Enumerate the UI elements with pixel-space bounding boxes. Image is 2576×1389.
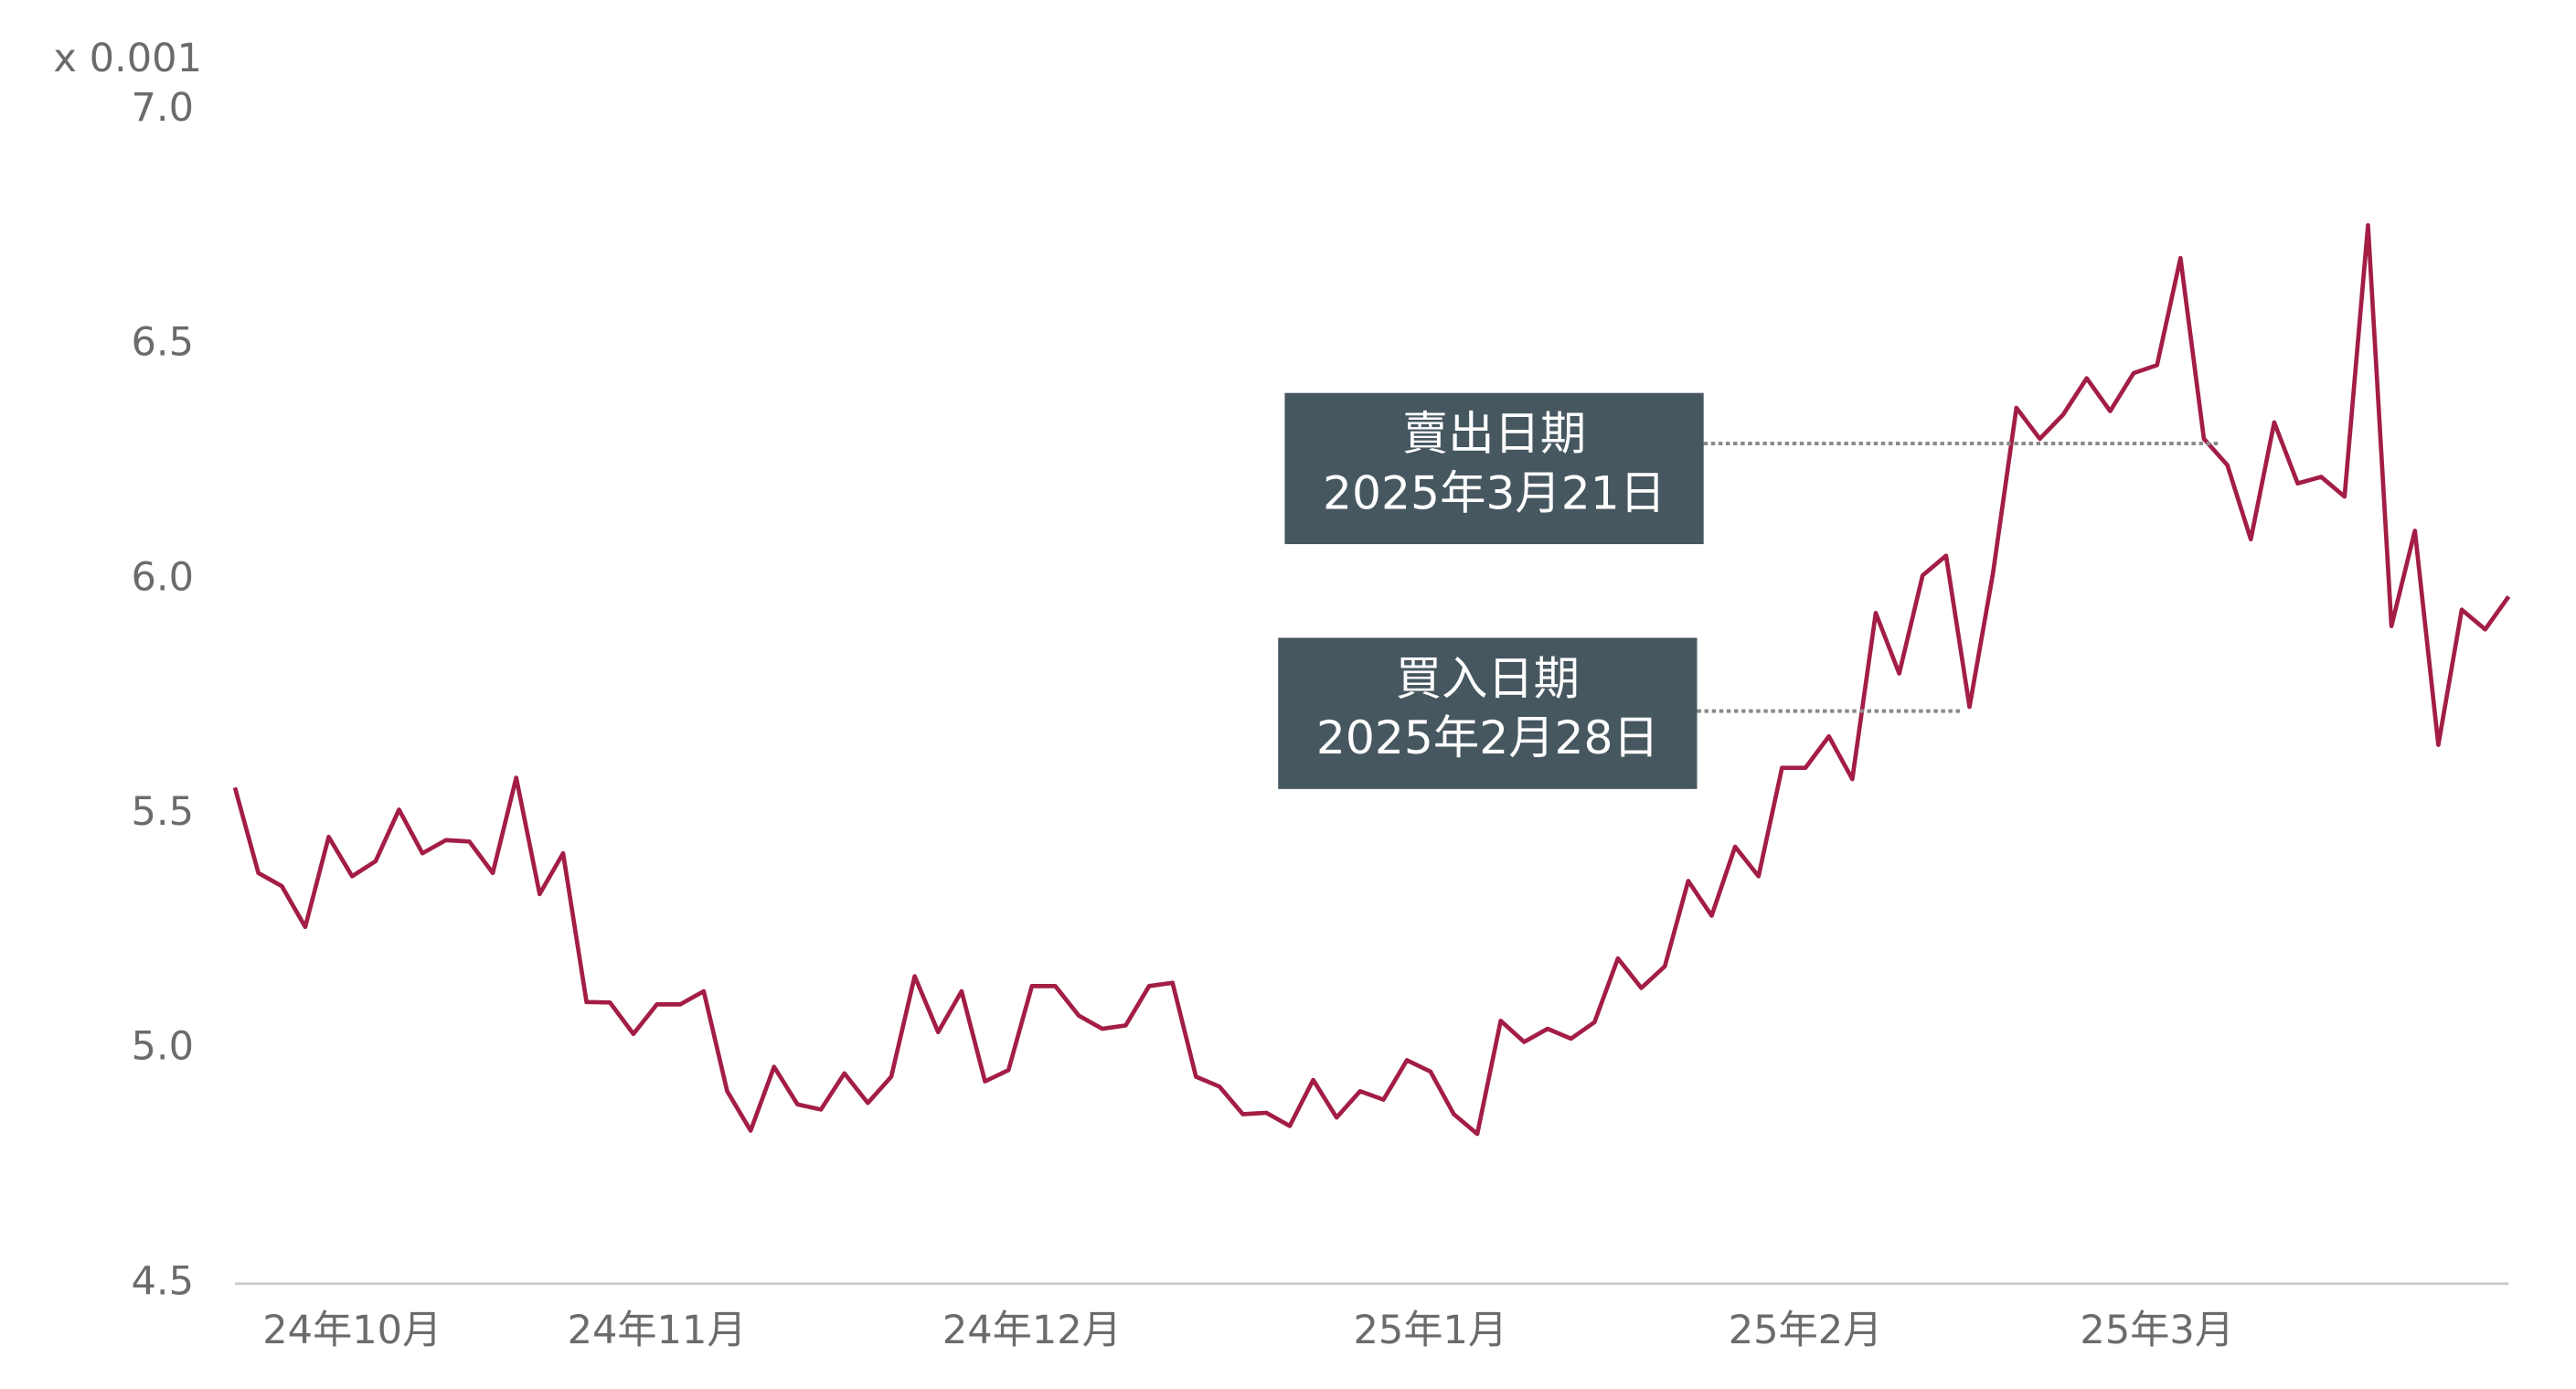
x-tick-label: 24年10月 <box>262 1308 442 1353</box>
annotation-box <box>1278 637 1698 789</box>
annotation-text: 賣出日期 <box>1402 407 1586 461</box>
annotation-text: 2025年3月21日 <box>1323 465 1666 519</box>
x-tick-label: 25年3月 <box>2080 1308 2234 1353</box>
y-tick-label: 6.0 <box>131 554 194 600</box>
x-tick-label: 25年1月 <box>1353 1308 1507 1353</box>
y-tick-label: 6.5 <box>131 320 194 366</box>
annotation-text: 2025年2月28日 <box>1316 711 1659 764</box>
annotation-box <box>1284 392 1704 545</box>
axis-unit: x 0.001 <box>53 36 202 81</box>
y-tick-label: 5.0 <box>131 1024 194 1070</box>
annotation-text: 買入日期 <box>1396 652 1580 706</box>
y-tick-label: 5.5 <box>131 789 194 835</box>
y-tick-label: 7.0 <box>131 85 194 131</box>
x-tick-label: 25年2月 <box>1729 1308 1883 1353</box>
x-tick-label: 24年12月 <box>942 1308 1122 1353</box>
y-tick-label: 4.5 <box>131 1258 194 1304</box>
x-tick-label: 24年11月 <box>568 1308 747 1353</box>
price-line <box>232 223 2511 1137</box>
